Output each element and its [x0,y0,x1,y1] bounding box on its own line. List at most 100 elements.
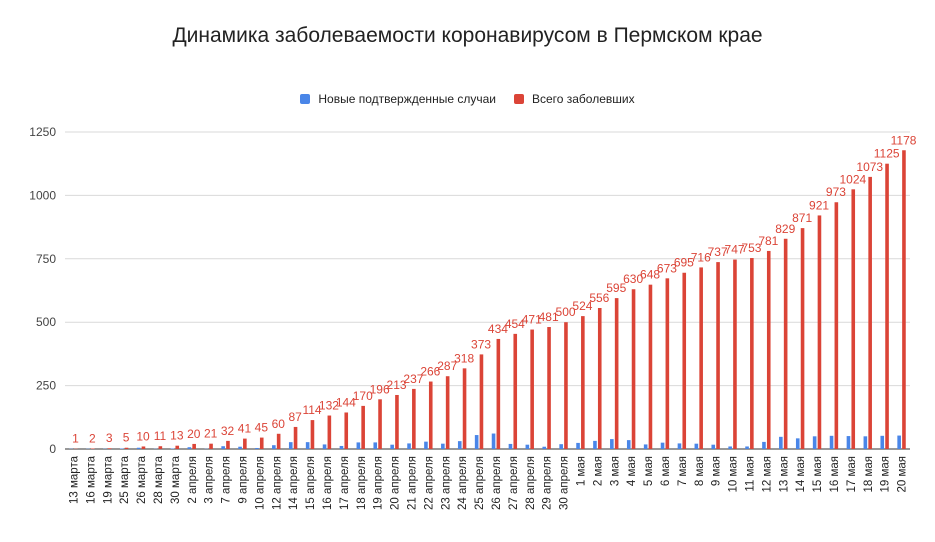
data-label-total-cases: 60 [272,417,286,431]
bar-new-cases [576,442,580,449]
x-tick-label: 19 мая [880,456,892,493]
bar-new-cases [795,438,800,449]
bar-new-cases [728,446,732,449]
data-label-total-cases: 45 [255,421,269,435]
bar-total-cases [733,259,737,449]
x-tick-label: 20 мая [897,456,909,493]
bar-new-cases [846,436,851,449]
bar-new-cases [880,435,885,449]
bar-total-cases [513,333,518,449]
bar-new-cases [508,443,513,449]
x-tick-label: 16 апреля [322,456,334,510]
x-tick-label: 14 апреля [288,456,300,510]
data-label-total-cases: 871 [792,211,812,225]
data-label-total-cases: 630 [623,272,643,286]
bar-total-cases [682,272,687,449]
bar-total-cases [834,202,839,449]
data-label-total-cases: 2 [89,431,96,445]
bar-new-cases [272,445,276,449]
bar-total-cases [276,433,281,449]
bar-total-cases [124,447,129,449]
bar-new-cases [626,440,631,449]
bar-new-cases [356,442,361,449]
data-label-total-cases: 287 [437,359,457,373]
bar-total-cases [344,412,349,449]
x-tick-label: 18 апреля [356,456,368,510]
bar-new-cases [119,448,124,449]
data-label-total-cases: 716 [691,250,711,264]
x-tick-label: 22 апреля [423,456,435,510]
x-tick-label: 15 мая [812,456,824,493]
x-tick-label: 25 марта [119,455,131,504]
bar-new-cases [373,442,378,449]
data-label-total-cases: 648 [640,268,660,282]
y-tick-label: 0 [49,442,56,456]
legend-item-new-cases[interactable]: Новые подтвержденные случаи [300,92,496,106]
bar-total-cases [107,448,112,449]
data-label-total-cases: 1073 [856,160,883,174]
x-tick-label: 25 апреля [474,456,486,510]
bar-total-cases [699,267,703,449]
data-label-total-cases: 20 [187,427,201,441]
data-label-total-cases: 13 [170,429,184,443]
bar-total-cases [378,399,382,449]
data-label-total-cases: 434 [488,322,508,336]
data-label-total-cases: 5 [123,431,130,445]
x-tick-label: 10 апреля [254,456,266,510]
data-label-total-cases: 595 [606,281,626,295]
bar-new-cases [457,441,462,449]
x-tick-label: 27 апреля [508,456,520,510]
x-tick-label: 23 апреля [440,456,452,510]
data-label-total-cases: 673 [657,261,677,275]
x-tick-label: 16 мая [829,456,841,493]
bar-total-cases [631,289,636,449]
x-tick-label: 19 апреля [373,456,385,510]
x-tick-label: 5 мая [643,456,655,486]
x-tick-label: 26 марта [136,455,148,504]
x-tick-label: 7 апреля [221,456,233,504]
bar-total-cases [868,176,872,449]
y-tick-label: 250 [36,379,56,393]
legend-label-total-cases: Всего заболевших [531,92,635,106]
data-label-total-cases: 318 [454,351,474,365]
x-tick-label: 24 апреля [457,456,469,510]
data-label-total-cases: 781 [758,234,778,248]
bar-new-cases [305,442,310,449]
legend-item-total-cases[interactable]: Всего заболевших [513,92,635,106]
bar-total-cases [885,163,889,449]
bar-new-cases [170,448,175,449]
bar-total-cases [192,443,196,449]
bar-new-cases [694,443,699,449]
x-tick-label: 4 мая [626,456,638,486]
x-tick-label: 15 апреля [305,456,317,510]
x-tick-label: 14 мая [795,456,807,493]
bar-new-cases [441,443,445,449]
x-tick-label: 10 мая [728,456,740,493]
bar-total-cases [293,426,298,449]
bar-new-cases [136,447,141,449]
bar-total-cases [462,368,467,449]
bar-total-cases [412,388,416,449]
x-tick-label: 13 мая [778,456,790,493]
data-label-total-cases: 196 [370,382,390,396]
x-tick-label: 8 мая [694,456,706,486]
bar-total-cases [564,322,568,449]
bar-new-cases [643,444,648,449]
bar-new-cases [255,447,259,449]
y-tick-label: 750 [36,252,56,266]
x-tick-label: 19 марта [102,455,114,504]
bar-total-cases [479,354,484,449]
bar-new-cases [660,442,665,449]
bar-new-cases [829,435,834,449]
bar-new-cases [779,436,783,449]
data-label-total-cases: 11 [154,429,167,443]
bar-total-cases [310,420,315,449]
bar-new-cases [221,446,225,449]
chart-title: Динамика заболеваемости коронавирусом в … [172,24,763,47]
x-tick-label: 28 марта [153,455,165,504]
bar-new-cases [863,436,868,449]
data-label-total-cases: 10 [136,429,150,443]
data-label-total-cases: 1178 [891,133,917,147]
data-label-total-cases: 213 [387,378,407,392]
